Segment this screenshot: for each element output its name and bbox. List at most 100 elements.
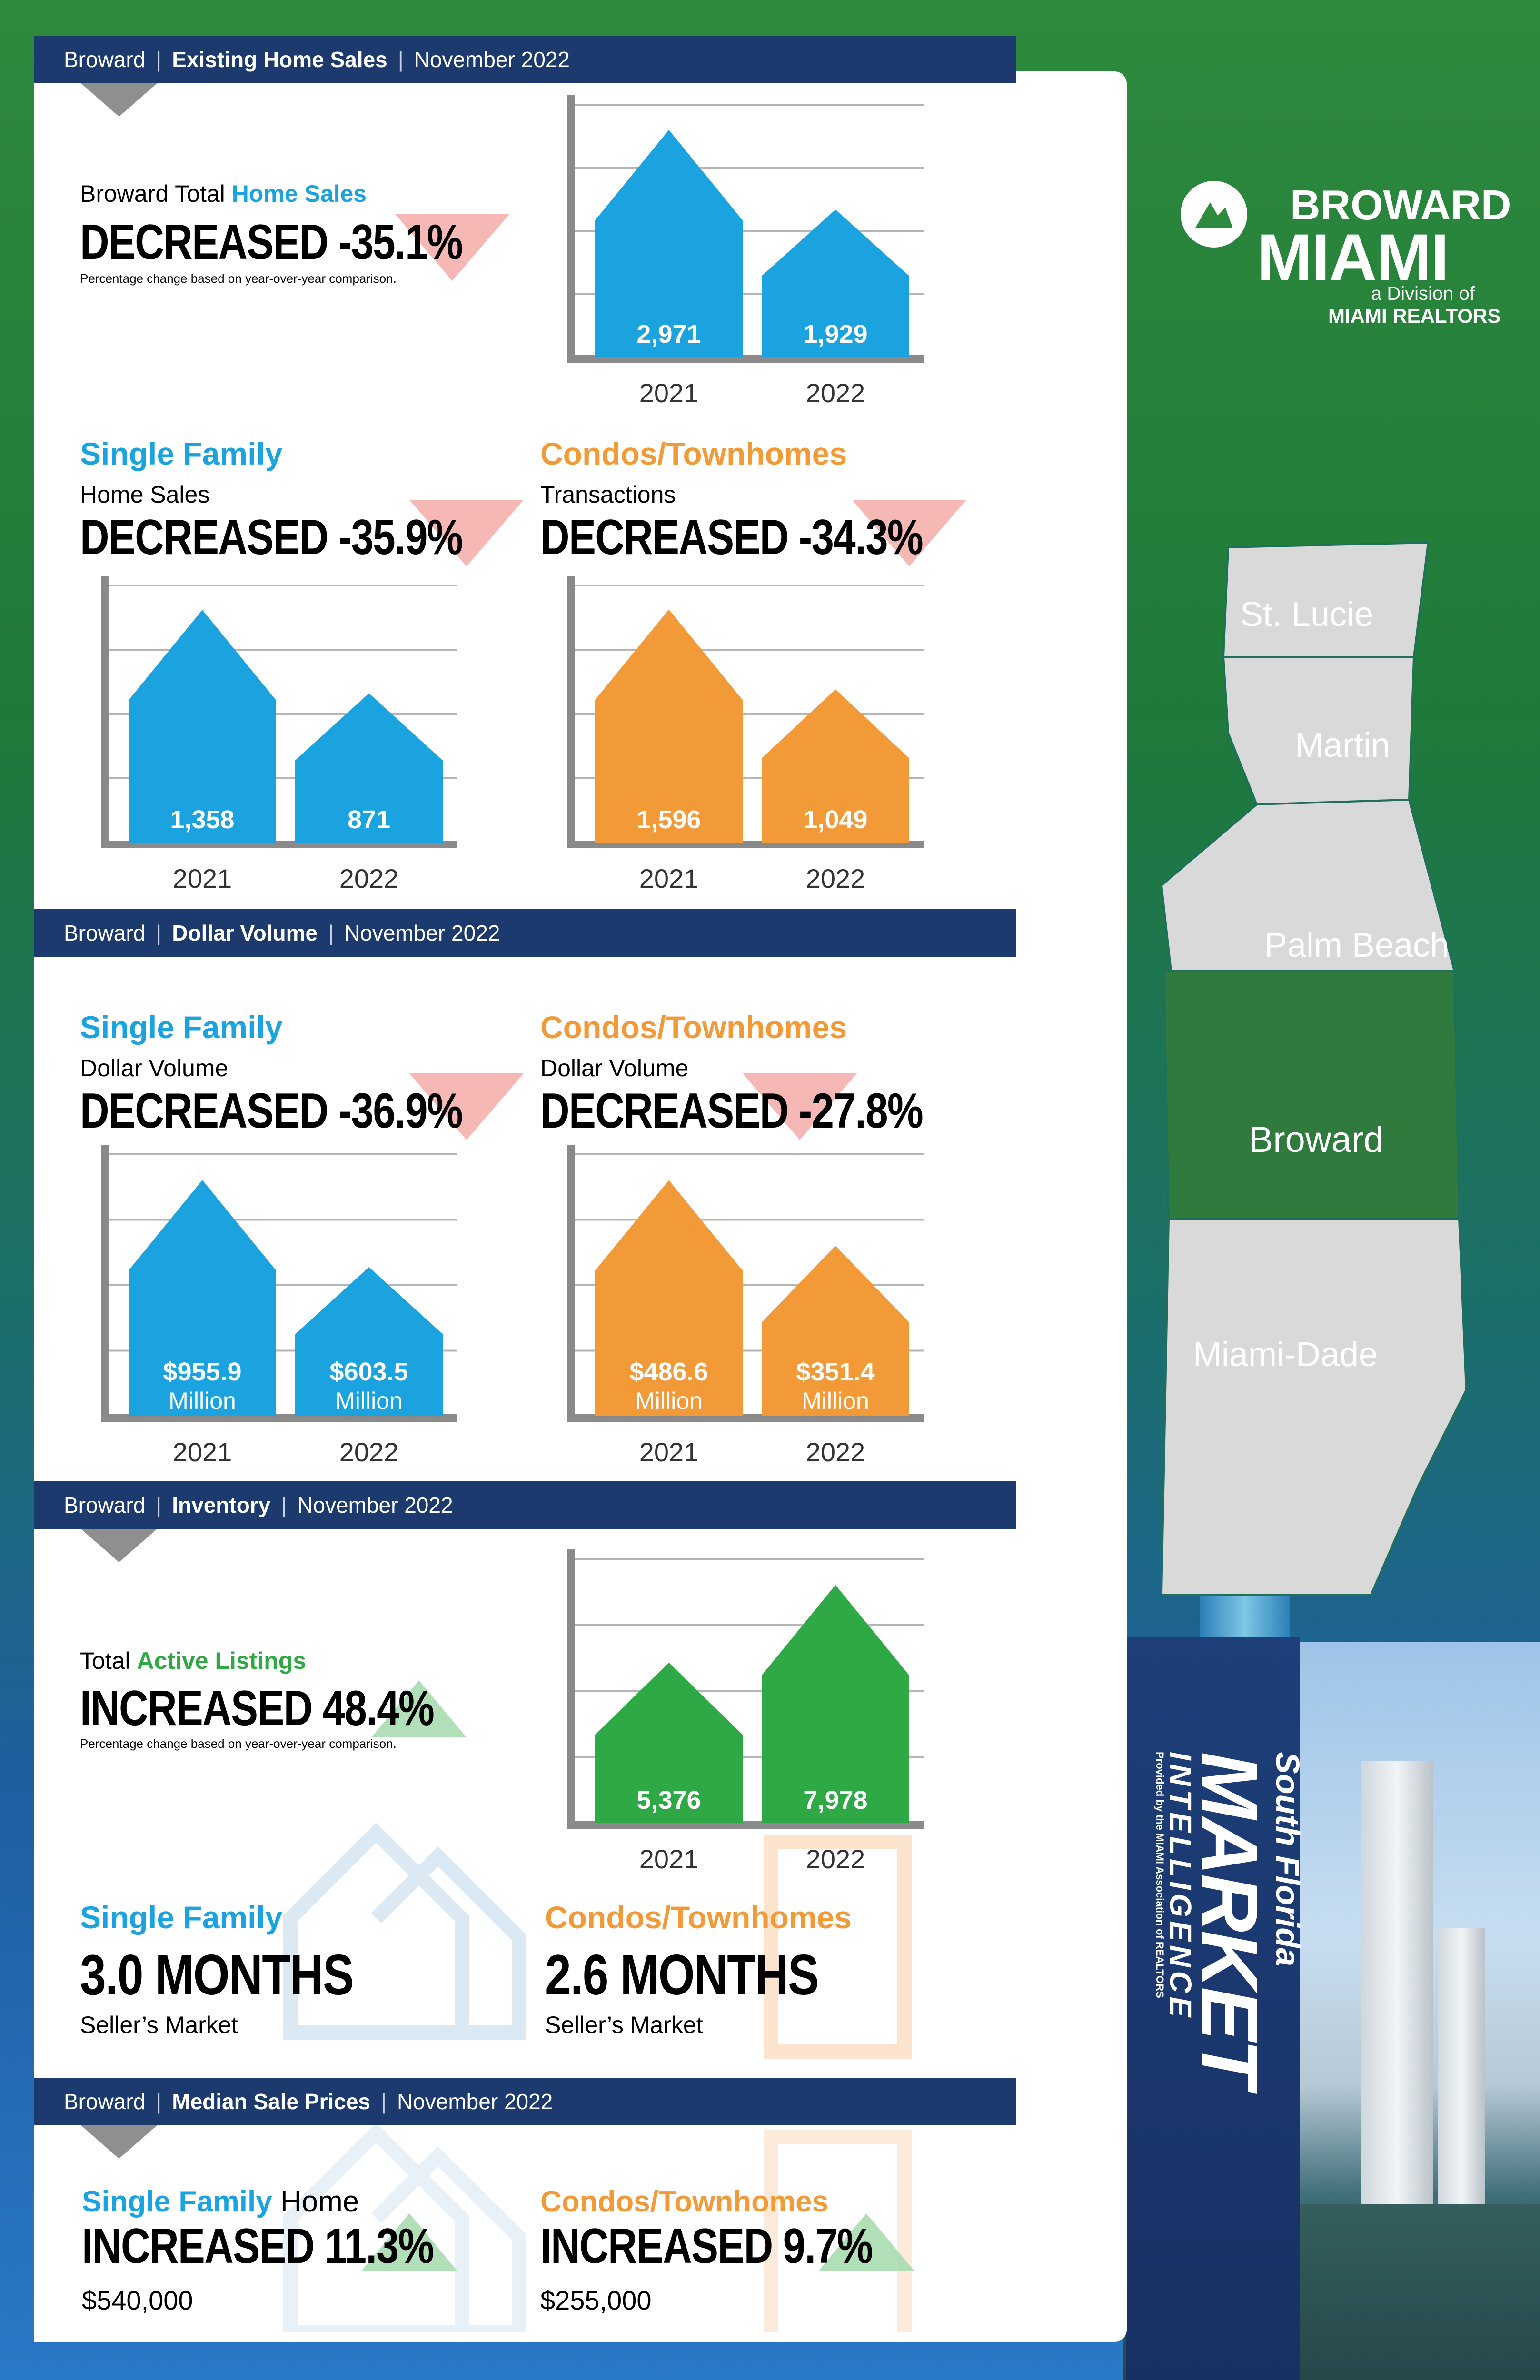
brand-band: South Florida MARKET INTELLIGENCE Provid… — [1126, 1637, 1306, 2380]
sf-sales-title: Single Family — [80, 436, 283, 471]
condo-sales-headline: DECREASED -34.3% — [540, 510, 924, 565]
sf-months-sub: Seller’s Market — [80, 2012, 238, 2038]
total-sales-note: Percentage change based on year-over-yea… — [80, 271, 397, 286]
building-watermark-icon — [764, 1835, 912, 2059]
bar-2021 — [129, 610, 276, 843]
bar-2021 — [595, 609, 743, 843]
condo-median-headline: INCREASED 9.7% — [540, 2219, 873, 2274]
down-arrow-icon — [743, 1073, 857, 1140]
logo-line4: MIAMI REALTORS — [1328, 305, 1501, 327]
down-arrow-icon — [409, 500, 524, 566]
sf-sales-chart: 1,358 2021 871 2022 — [101, 576, 457, 893]
x-tick-label: 2021 — [639, 1844, 699, 1874]
data-label: 1,049 — [803, 805, 867, 834]
listings-label: Total Active Listings — [80, 1647, 307, 1674]
bar-2022 — [762, 689, 909, 843]
data-label: 871 — [348, 805, 390, 834]
condo-months-title: Condos/Townhomes — [545, 1900, 852, 1935]
header-notch — [81, 83, 157, 117]
x-tick-label: 2022 — [806, 378, 865, 408]
house-watermark-icon — [283, 1823, 526, 2040]
logo-line3: a Division of — [1371, 283, 1475, 304]
map-label-st-lucie: St. Lucie — [1240, 595, 1373, 634]
house-watermark-icon — [283, 2123, 526, 2332]
logo-mark-icon — [1181, 181, 1247, 248]
sf-median-title: Single Family Home — [82, 2185, 359, 2218]
bar-2021 — [129, 1180, 276, 1416]
data-label: 1,358 — [170, 805, 234, 834]
section-header-median: Broward | Median Sale Prices | November 2022 — [34, 2078, 1016, 2125]
listings-chart: 5,376 2021 7,978 2022 — [567, 1549, 924, 1874]
listings-note: Percentage change based on year-over-yea… — [80, 1736, 397, 1751]
data-label: $486.6 — [629, 1358, 708, 1386]
data-label: 1,596 — [636, 805, 701, 834]
map-miami-dade — [1160, 1218, 1468, 1596]
condo-volume-headline: DECREASED -27.8% — [540, 1083, 924, 1139]
condo-months-value: 2.6 MONTHS — [545, 1943, 819, 2007]
x-tick-label: 2021 — [639, 378, 699, 408]
bar-2021 — [595, 129, 743, 357]
up-arrow-icon — [819, 2213, 914, 2271]
data-sublabel: Million — [335, 1388, 403, 1414]
data-sublabel: Million — [635, 1388, 703, 1414]
sf-volume-sub: Dollar Volume — [80, 1055, 229, 1081]
condo-sales-title: Condos/Townhomes — [540, 436, 847, 471]
x-tick-label: 2022 — [806, 1437, 865, 1467]
section-header-volume: Broward | Dollar Volume | November 2022 — [34, 909, 1016, 957]
data-label: 2,971 — [636, 320, 701, 348]
bar-2021 — [595, 1662, 743, 1823]
condo-median-price: $255,000 — [540, 2285, 652, 2315]
section-header-inventory: Broward | Inventory | November 2022 — [34, 1481, 1016, 1529]
bar-2022 — [762, 1246, 909, 1416]
sf-median-price: $540,000 — [82, 2285, 193, 2315]
map-label-broward: Broward — [1249, 1120, 1384, 1160]
data-label: 5,376 — [636, 1786, 701, 1815]
logo-line2: MIAMI — [1257, 220, 1449, 295]
header-notch — [81, 2125, 157, 2159]
data-label: 1,929 — [803, 320, 867, 348]
map-palm-beach — [1160, 798, 1456, 972]
total-sales-label: Broward Total Home Sales — [80, 180, 367, 207]
data-label: 7,978 — [803, 1786, 867, 1815]
map-label-miami-dade: Miami-Dade — [1193, 1336, 1378, 1374]
condo-months-sub: Seller’s Market — [545, 2012, 703, 2038]
logo-line1: BROWARD — [1290, 181, 1511, 228]
sf-volume-headline: DECREASED -36.9% — [80, 1083, 463, 1139]
data-label: $603.5 — [329, 1358, 408, 1386]
listings-headline: INCREASED 48.4% — [80, 1681, 435, 1736]
section-header-sales: Broward | Existing Home Sales | November 202… — [34, 36, 1016, 83]
x-tick-label: 2022 — [339, 863, 399, 893]
map-label-palm-beach: Palm Beach — [1264, 926, 1449, 964]
map-label-martin: Martin — [1295, 726, 1390, 764]
bar-2022 — [295, 693, 443, 843]
up-arrow-icon — [371, 1680, 467, 1737]
sf-months-value: 3.0 MONTHS — [80, 1943, 354, 2007]
florida-map: St. Lucie Martin Palm Beach Broward Miam… — [1160, 541, 1468, 1596]
data-sublabel: Million — [169, 1388, 236, 1414]
x-tick-label: 2021 — [173, 863, 232, 893]
bar-2022 — [762, 209, 909, 357]
header-notch — [81, 1529, 157, 1562]
data-label: $955.9 — [163, 1358, 241, 1386]
sf-median-headline: INCREASED 11.3% — [82, 2219, 434, 2274]
x-tick-label: 2021 — [173, 1437, 232, 1467]
x-tick-label: 2021 — [639, 1437, 699, 1467]
data-sublabel: Million — [802, 1388, 869, 1414]
condo-volume-sub: Dollar Volume — [540, 1055, 689, 1081]
up-arrow-icon — [362, 2213, 457, 2271]
down-arrow-icon — [409, 1073, 524, 1140]
x-tick-label: 2022 — [806, 1844, 865, 1874]
tower-building — [1438, 1928, 1485, 2213]
condo-median-title: Condos/Townhomes — [540, 2185, 829, 2218]
sf-volume-title: Single Family — [80, 1010, 283, 1045]
bar-2022 — [762, 1585, 909, 1823]
bar-2021 — [595, 1180, 743, 1416]
total-sales-headline: DECREASED -35.1% — [80, 215, 463, 270]
condo-sales-chart: 1,596 2021 1,049 2022 — [567, 576, 924, 893]
down-arrow-icon — [395, 214, 509, 281]
map-broward — [1162, 970, 1461, 1220]
brand-line4: Provided by the MIAMI Association of REA… — [1154, 1752, 1166, 1998]
data-label: $351.4 — [796, 1358, 874, 1386]
